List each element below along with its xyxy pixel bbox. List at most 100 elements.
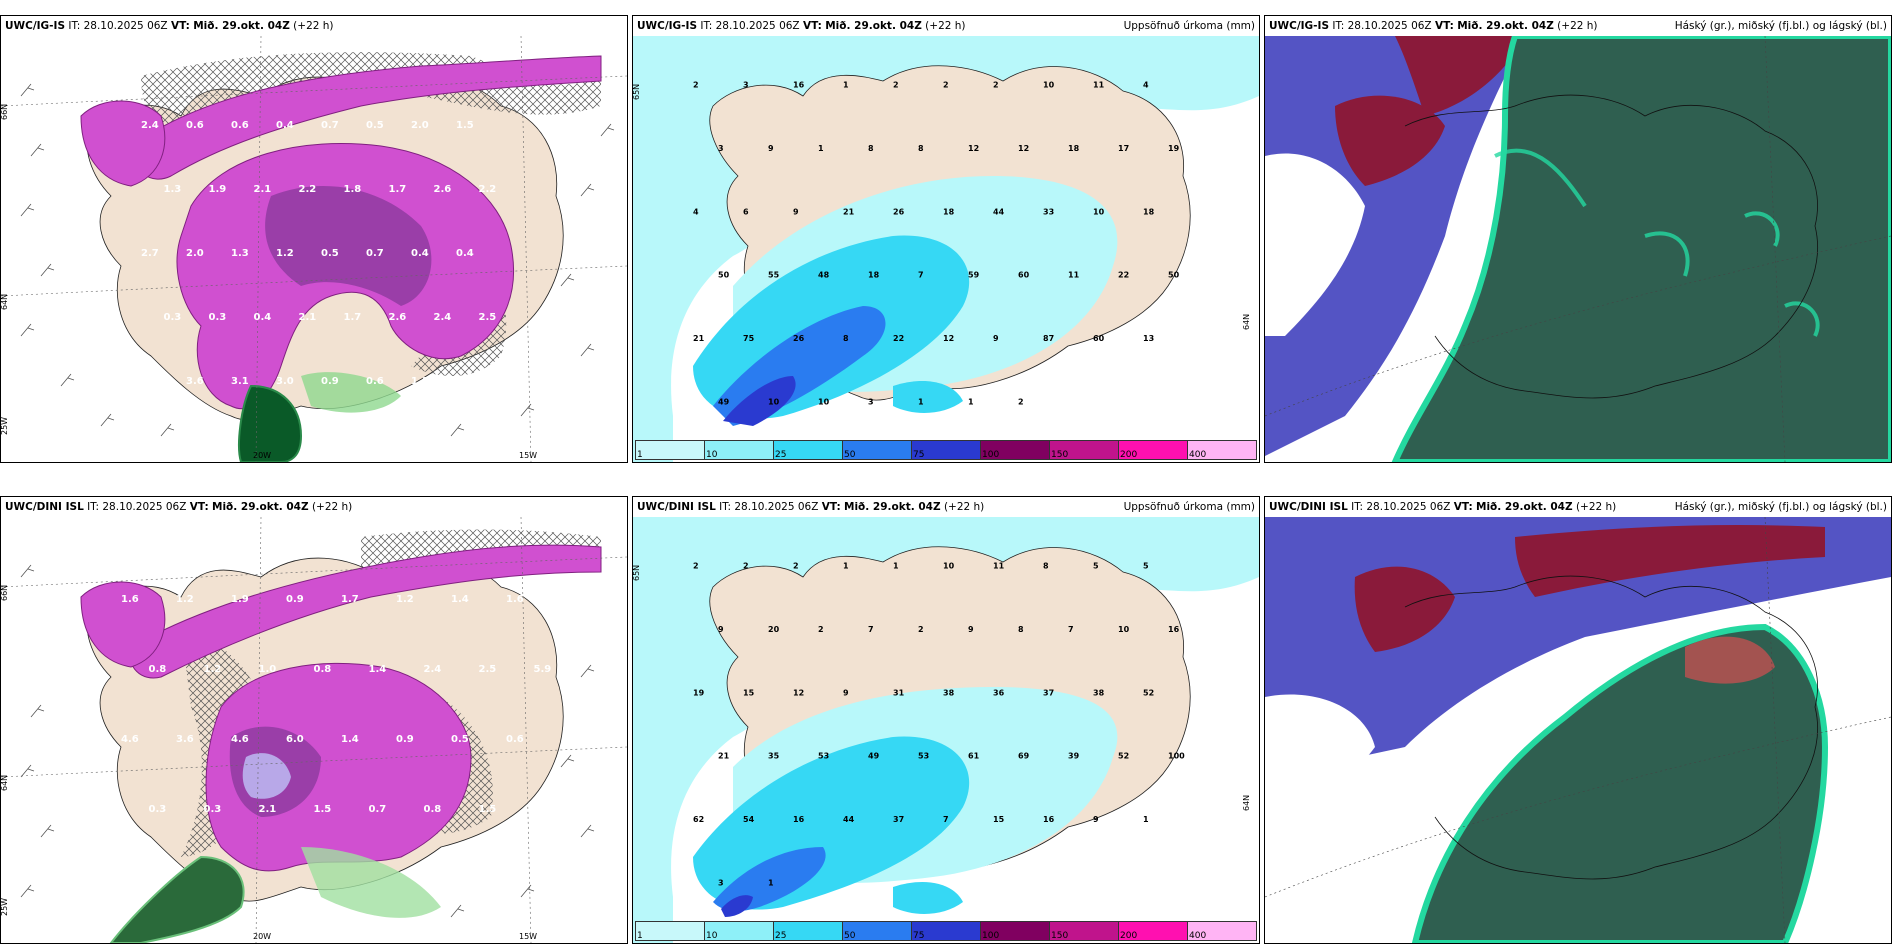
panel-title: UWC/IG-IS IT: 28.10.2025 06Z VT: Mið. 29… — [1, 16, 627, 36]
vt-value: Mið. 29.okt. 04Z — [1476, 501, 1573, 513]
legend-swatch: 100 — [981, 441, 1050, 460]
lat-label: 64N — [1242, 314, 1251, 330]
map-value-label: 16 — [1168, 625, 1180, 634]
map-value-label: 35 — [768, 752, 780, 761]
map-value-label: 2.1 — [259, 804, 277, 815]
map-value-label: 2.7 — [141, 248, 159, 259]
map-value-label: 2 — [743, 562, 749, 571]
map-value-label: 10 — [768, 397, 780, 406]
map-value-label: 53 — [918, 752, 929, 761]
high-cloud-green — [1411, 623, 1829, 943]
intensity-values: 2.4 0.6 0.6 0.4 0.7 0.5 2.0 1.5 1.3 1.9 2.1 2.2 1.8 1… — [141, 120, 496, 387]
map-value-label: 1.1 — [411, 376, 429, 387]
legend-swatch: 1 — [636, 441, 705, 460]
map-value-label: 1 — [768, 878, 774, 887]
legend-swatch: 100 — [981, 922, 1050, 941]
precip-south-patch — [893, 882, 963, 914]
panel-igis-clouds: UWC/IG-IS IT: 28.10.2025 06Z VT: Mið. 29… — [1264, 15, 1892, 463]
accum-values: 2 3 16 1 2 2 2 10 11 43 9 1 8 8 12 12 18 17 194 6 9 21 26 18 44 3… — [693, 81, 1180, 407]
panel-title: UWC/DINI ISL IT: 28.10.2025 06Z VT: Mið.… — [1265, 497, 1891, 517]
map-value-label: 2 — [1018, 397, 1024, 406]
map-value-label: 19 — [693, 688, 705, 697]
map-value-label: 10 — [943, 562, 955, 571]
map-value-label: 4 — [693, 207, 699, 216]
map-value-label: 1 — [968, 397, 974, 406]
map-value-label: 1.2 — [204, 664, 222, 675]
panel-dini-accum-precip: UWC/DINI ISL IT: 28.10.2025 06Z VT: Mið.… — [632, 496, 1260, 944]
lon-label: 25W — [1, 417, 9, 435]
mid-cloud-blue — [1265, 36, 1525, 456]
precip-blue — [713, 847, 826, 912]
map-accum-precip-igis: 2 3 16 1 2 2 2 10 11 43 9 1 8 8 12 12 18 17 194 6 9 21 26 18 44 3… — [633, 36, 1259, 462]
panel-subtitle: Háský (gr.), miðský (fj.bl.) og lágský (… — [1674, 501, 1887, 513]
map-value-label: 62 — [693, 815, 704, 824]
map-value-label: 53 — [818, 752, 829, 761]
map-value-label: 36 — [993, 688, 1005, 697]
legend-swatch: 150 — [1050, 922, 1119, 941]
map-value-label: 87 — [1043, 334, 1054, 343]
map-value-label: 59 — [968, 271, 980, 280]
it-label: IT: — [700, 20, 713, 32]
map-value-label: 0.5 — [366, 120, 384, 131]
legend-swatch: 10 — [705, 922, 774, 941]
map-value-label: 0.8 — [424, 804, 442, 815]
map-value-label: 8 — [868, 144, 874, 153]
legend-swatch: 200 — [1119, 922, 1188, 941]
map-value-label: 18 — [868, 271, 880, 280]
map-value-label: 39 — [1068, 752, 1080, 761]
map-value-label: 6 — [743, 207, 749, 216]
map-value-label: 1.4 — [369, 664, 387, 675]
panel-dini-clouds: UWC/DINI ISL IT: 28.10.2025 06Z VT: Mið.… — [1264, 496, 1892, 944]
map-value-label: 18 — [1143, 207, 1155, 216]
model-name: UWC/IG-IS — [5, 20, 66, 32]
precip-band-north — [130, 55, 602, 180]
map-value-label: 0.3 — [121, 874, 139, 885]
map-value-label: 2 — [943, 81, 949, 90]
map-value-label: 3.0 — [276, 376, 294, 387]
map-value-label: 8 — [1043, 562, 1049, 571]
it-value: 28.10.2025 06Z — [1366, 501, 1451, 513]
low-cloud-red — [1354, 566, 1455, 652]
map-value-label: 9 — [993, 334, 999, 343]
graticule — [1265, 517, 1891, 943]
map-value-label: 1.7 — [344, 312, 362, 323]
legend-swatch: 75 — [912, 922, 981, 941]
map-value-label: 3 — [743, 81, 749, 90]
model-name: UWC/DINI ISL — [1269, 501, 1348, 513]
map-value-label: 0.9 — [286, 594, 304, 605]
map-value-label: 5.9 — [534, 664, 552, 675]
map-value-label: 1.9 — [209, 184, 227, 195]
it-value: 28.10.2025 06Z — [83, 20, 168, 32]
map-value-label: 9 — [718, 625, 724, 634]
map-value-label: 1.2 — [176, 594, 194, 605]
map-value-label: 0.6 — [366, 376, 384, 387]
map-precip-type-dini: 66N 64N 25W 20W 15W 1.6 1.2 1.9 0.9 1.7 1.2 1.… — [1, 517, 627, 943]
map-value-label: 37 — [1043, 688, 1054, 697]
model-name: UWC/IG-IS — [637, 20, 698, 32]
precip-green-tail — [109, 855, 245, 943]
map-value-label: 0.9 — [321, 376, 339, 387]
map-value-label: 5 — [1143, 562, 1149, 571]
it-label: IT: — [68, 20, 81, 32]
map-value-label: 2 — [693, 81, 699, 90]
map-value-label: 50 — [1168, 271, 1180, 280]
map-value-label: 9 — [768, 144, 774, 153]
map-precip-type-igis: 66N 64N 25W 20W 15W 2.4 0.6 0.6 0.4 0.7 0.5 2.… — [1, 36, 627, 462]
lon-label: 25W — [1, 898, 9, 916]
lead-time: (+22 h) — [293, 20, 334, 32]
lead-time: (+22 h) — [1575, 501, 1617, 513]
map-value-label: 19 — [1168, 144, 1180, 153]
map-value-label: 1.4 — [341, 734, 359, 745]
map-value-label: 2.6 — [389, 312, 407, 323]
panel-subtitle: Uppsöfnuð úrkoma (mm) — [1123, 20, 1255, 32]
precip-core-light — [242, 753, 291, 799]
it-value: 28.10.2025 06Z — [102, 501, 187, 513]
precip-westfjords — [80, 100, 166, 187]
panel-subtitle: Háský (gr.), miðský (fj.bl.) og lágský (… — [1674, 20, 1887, 32]
map-value-label: 10 — [1118, 625, 1130, 634]
map-value-label: 0.6 — [186, 120, 204, 131]
panel-igis-precip-type: UWC/IG-IS IT: 28.10.2025 06Z VT: Mið. 29… — [0, 15, 628, 463]
map-value-label: 1 — [818, 144, 824, 153]
map-value-label: 2.4 — [424, 664, 442, 675]
